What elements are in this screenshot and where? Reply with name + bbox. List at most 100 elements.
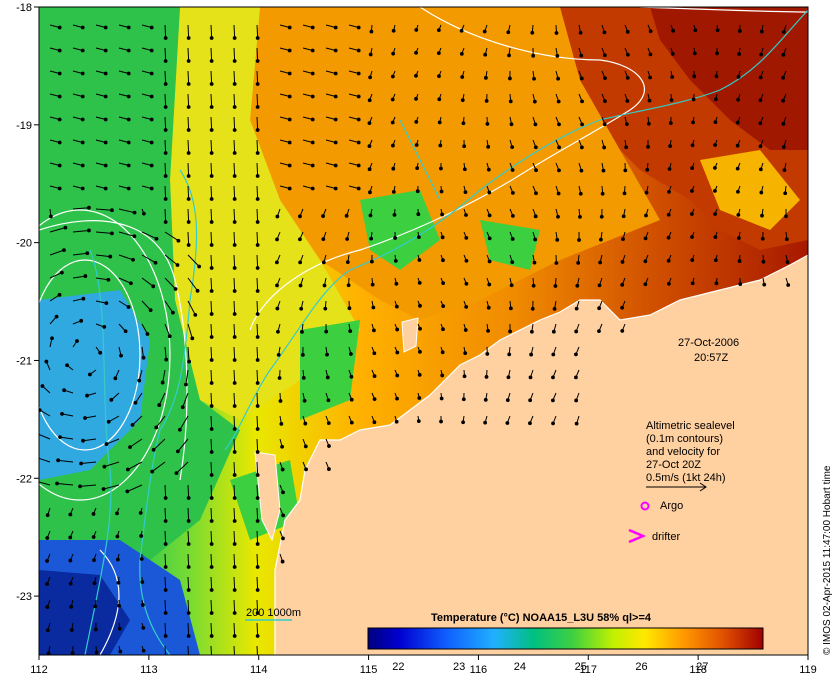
velocity-arrowhead [602, 53, 607, 58]
velocity-arrowhead [163, 496, 168, 500]
velocity-arrowhead [691, 120, 695, 125]
velocity-arrowhead [209, 542, 214, 546]
velocity-vector [233, 139, 236, 154]
velocity-arrowhead [275, 283, 279, 288]
velocity-vector [187, 576, 190, 591]
velocity-arrowhead [34, 456, 37, 459]
velocity-arrowhead [126, 186, 131, 191]
velocity-arrowhead [102, 464, 107, 469]
velocity-vector [187, 231, 190, 246]
velocity-arrowhead [209, 151, 214, 155]
velocity-arrowhead [163, 59, 168, 63]
velocity-arrowhead [487, 236, 492, 241]
velocity-arrowhead [464, 281, 469, 286]
velocity-arrowhead [648, 29, 653, 34]
velocity-arrowhead [333, 25, 338, 30]
velocity-arrowhead [39, 432, 40, 435]
velocity-vector [135, 392, 143, 404]
velocity-arrowhead [186, 611, 191, 615]
velocity-arrowhead [164, 357, 169, 362]
velocity-vector [141, 323, 148, 335]
velocity-arrowhead [532, 76, 536, 81]
lon-tick-label: 115 [360, 664, 378, 676]
velocity-arrowhead [690, 281, 695, 286]
velocity-arrowhead [197, 264, 202, 269]
velocity-arrowhead [554, 261, 559, 265]
velocity-arrowhead [80, 163, 85, 168]
velocity-arrowhead [187, 359, 192, 364]
velocity-arrowhead [186, 220, 191, 224]
velocity-arrowhead [530, 30, 535, 35]
velocity-arrowhead [395, 396, 399, 401]
velocity-arrowhead [40, 384, 45, 388]
velocity-arrowhead [232, 312, 237, 316]
velocity-arrowhead [621, 214, 626, 219]
velocity-arrowhead [578, 191, 583, 196]
velocity-arrowhead [255, 335, 260, 339]
velocity-arrowhead [255, 59, 260, 63]
velocity-arrowhead [484, 375, 489, 379]
velocity-arrowhead [692, 74, 697, 79]
velocity-arrowhead [180, 405, 185, 410]
velocity-vector [164, 116, 167, 131]
velocity-arrowhead [414, 120, 419, 124]
velocity-arrowhead [439, 419, 443, 424]
velocity-vector [256, 323, 259, 338]
velocity-vector [118, 277, 132, 284]
velocity-arrowhead [530, 306, 535, 311]
velocity-arrowhead [441, 304, 446, 309]
date-label: 27-Oct-2006 [678, 337, 739, 349]
lon-tick-label: 116 [470, 664, 488, 676]
velocity-arrowhead [395, 373, 400, 378]
velocity-arrowhead [623, 168, 628, 173]
velocity-arrowhead [126, 163, 131, 168]
velocity-arrowhead [414, 50, 418, 55]
velocity-arrowhead [255, 36, 260, 40]
velocity-arrowhead [760, 213, 764, 218]
velocity-arrowhead [781, 52, 786, 57]
velocity-arrowhead [57, 186, 62, 191]
colorbar [367, 627, 764, 650]
velocity-arrowhead [556, 191, 561, 196]
velocity-vector [210, 300, 213, 315]
velocity-arrowhead [232, 59, 237, 63]
velocity-arrowhead [369, 29, 374, 34]
velocity-vector [81, 461, 97, 465]
velocity-arrowhead [87, 228, 91, 233]
velocity-arrowhead [507, 76, 512, 81]
cold-patch [39, 570, 130, 655]
velocity-arrowhead [232, 381, 237, 385]
velocity-arrowhead [759, 52, 764, 57]
velocity-arrowhead [668, 144, 673, 149]
velocity-arrowhead [232, 519, 237, 523]
velocity-arrowhead [209, 36, 214, 40]
velocity-arrowhead [463, 190, 468, 195]
velocity-arrowhead [209, 634, 214, 638]
velocity-vector [187, 70, 190, 85]
velocity-arrowhead [255, 128, 260, 132]
velocity-arrowhead [620, 305, 625, 310]
velocity-vector [39, 433, 51, 440]
velocity-arrowhead [531, 283, 536, 288]
velocity-vector [256, 484, 259, 499]
velocity-vector [49, 227, 66, 233]
velocity-arrowhead [555, 53, 560, 58]
velocity-arrowhead [510, 168, 515, 172]
velocity-arrowhead [209, 404, 214, 408]
velocity-arrowhead [321, 214, 325, 218]
velocity-vector [158, 392, 166, 406]
velocity-arrowhead [625, 52, 630, 57]
velocity-arrowhead [648, 52, 653, 57]
velocity-arrowhead [321, 237, 326, 242]
velocity-vector [210, 254, 213, 269]
velocity-vector [162, 369, 166, 383]
velocity-vector [233, 24, 236, 39]
velocity-vector [80, 484, 97, 487]
velocity-arrowhead [417, 258, 422, 262]
velocity-arrowhead [94, 627, 98, 632]
velocity-arrowhead [255, 496, 260, 500]
velocity-vector [210, 24, 213, 39]
velocity-vector [256, 507, 259, 522]
velocity-arrowhead [333, 186, 338, 191]
velocity-arrowhead [232, 151, 237, 155]
